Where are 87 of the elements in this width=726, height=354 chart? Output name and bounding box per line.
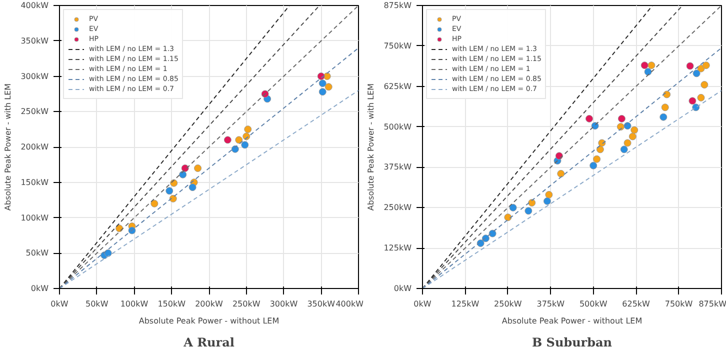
- x-tick-label: 250kW: [232, 300, 260, 308]
- y-tick-label: 250kW: [384, 203, 412, 212]
- point: [593, 155, 601, 163]
- x-tick-label: 150kW: [158, 300, 186, 308]
- y-tick-label: 625kW: [384, 82, 412, 91]
- x-tick-label: 50kW: [86, 300, 108, 308]
- x-tick-label: 875kW: [698, 300, 726, 308]
- y-tick-label: 100kW: [20, 213, 49, 222]
- x-tick-label: 125kW: [451, 300, 480, 308]
- point: [620, 146, 628, 154]
- point: [702, 62, 710, 70]
- point: [318, 88, 326, 96]
- point: [640, 62, 648, 70]
- y-tick-label: 125kW: [384, 244, 412, 253]
- point: [616, 123, 624, 131]
- x-tick-label: 625kW: [622, 300, 650, 308]
- point: [528, 199, 536, 207]
- point: [596, 146, 604, 154]
- point: [150, 200, 158, 208]
- point: [644, 68, 652, 76]
- point: [241, 141, 249, 149]
- y-tick-label: 0kW: [394, 284, 412, 293]
- point: [618, 114, 626, 122]
- point: [235, 136, 243, 144]
- point: [557, 170, 565, 178]
- y-axis-title: Absolute Peak Power - with LEM: [4, 83, 13, 211]
- y-tick-label: 300kW: [20, 72, 49, 81]
- point: [543, 197, 551, 205]
- point: [660, 113, 668, 121]
- point: [661, 104, 669, 112]
- point: [166, 187, 174, 195]
- y-tick-label: 150kW: [20, 178, 49, 187]
- x-tick-label: 0kW: [414, 300, 432, 308]
- x-tick-label: 375kW: [536, 300, 565, 308]
- point: [692, 104, 700, 112]
- point: [630, 126, 638, 134]
- point: [476, 239, 484, 247]
- point: [179, 170, 187, 178]
- x-axis-title: Absolute Peak Power - without LEM: [502, 316, 642, 326]
- point: [648, 62, 656, 70]
- y-tick-label: 750kW: [384, 41, 412, 50]
- point: [586, 114, 594, 122]
- x-axis-title: Absolute Peak Power - without LEM: [138, 316, 280, 326]
- point: [482, 234, 490, 242]
- text: B Suburban: [532, 336, 612, 350]
- point: [169, 194, 177, 202]
- point: [244, 126, 252, 134]
- x-tick-label: 750kW: [664, 300, 693, 308]
- point: [509, 204, 517, 212]
- point: [663, 90, 671, 98]
- x-tick-label: 500kW: [579, 300, 608, 308]
- x-tick-label: 100kW: [120, 300, 148, 308]
- point: [688, 97, 696, 105]
- y-tick-label: 500kW: [384, 122, 412, 132]
- point: [545, 190, 553, 198]
- x-tick-label: 200kW: [195, 300, 223, 308]
- point: [524, 207, 532, 215]
- point: [686, 62, 694, 70]
- x-tick-label: 300kW: [270, 300, 298, 308]
- point: [194, 164, 202, 172]
- y-tick-label: 250kW: [20, 107, 49, 116]
- point: [697, 94, 705, 102]
- y-axis-title: Absolute Peak Power - with LEM: [366, 83, 376, 211]
- point: [700, 80, 708, 88]
- point: [224, 136, 232, 144]
- point: [624, 139, 632, 147]
- x-tick-label: 250kW: [494, 300, 522, 308]
- point: [231, 145, 239, 153]
- text: A Rural: [182, 336, 235, 350]
- y-tick-label: 350kW: [20, 36, 49, 46]
- x-tick-label: 400kW: [336, 300, 364, 308]
- x-tick-label: 0kW: [50, 300, 68, 308]
- y-tick-label: 50kW: [26, 248, 49, 258]
- y-tick-label: 875kW: [384, 1, 412, 10]
- y-tick-label: 0kW: [30, 284, 49, 293]
- y-tick-label: 200kW: [20, 142, 49, 152]
- point: [324, 83, 332, 91]
- y-tick-label: 375kW: [384, 162, 412, 172]
- point: [692, 70, 700, 78]
- point: [181, 164, 189, 172]
- point: [318, 80, 326, 88]
- point: [188, 184, 196, 192]
- point: [590, 162, 598, 170]
- x-tick-label: 350kW: [307, 300, 336, 308]
- point: [628, 132, 636, 140]
- point: [504, 214, 512, 222]
- y-tick-label: 400kW: [20, 1, 49, 10]
